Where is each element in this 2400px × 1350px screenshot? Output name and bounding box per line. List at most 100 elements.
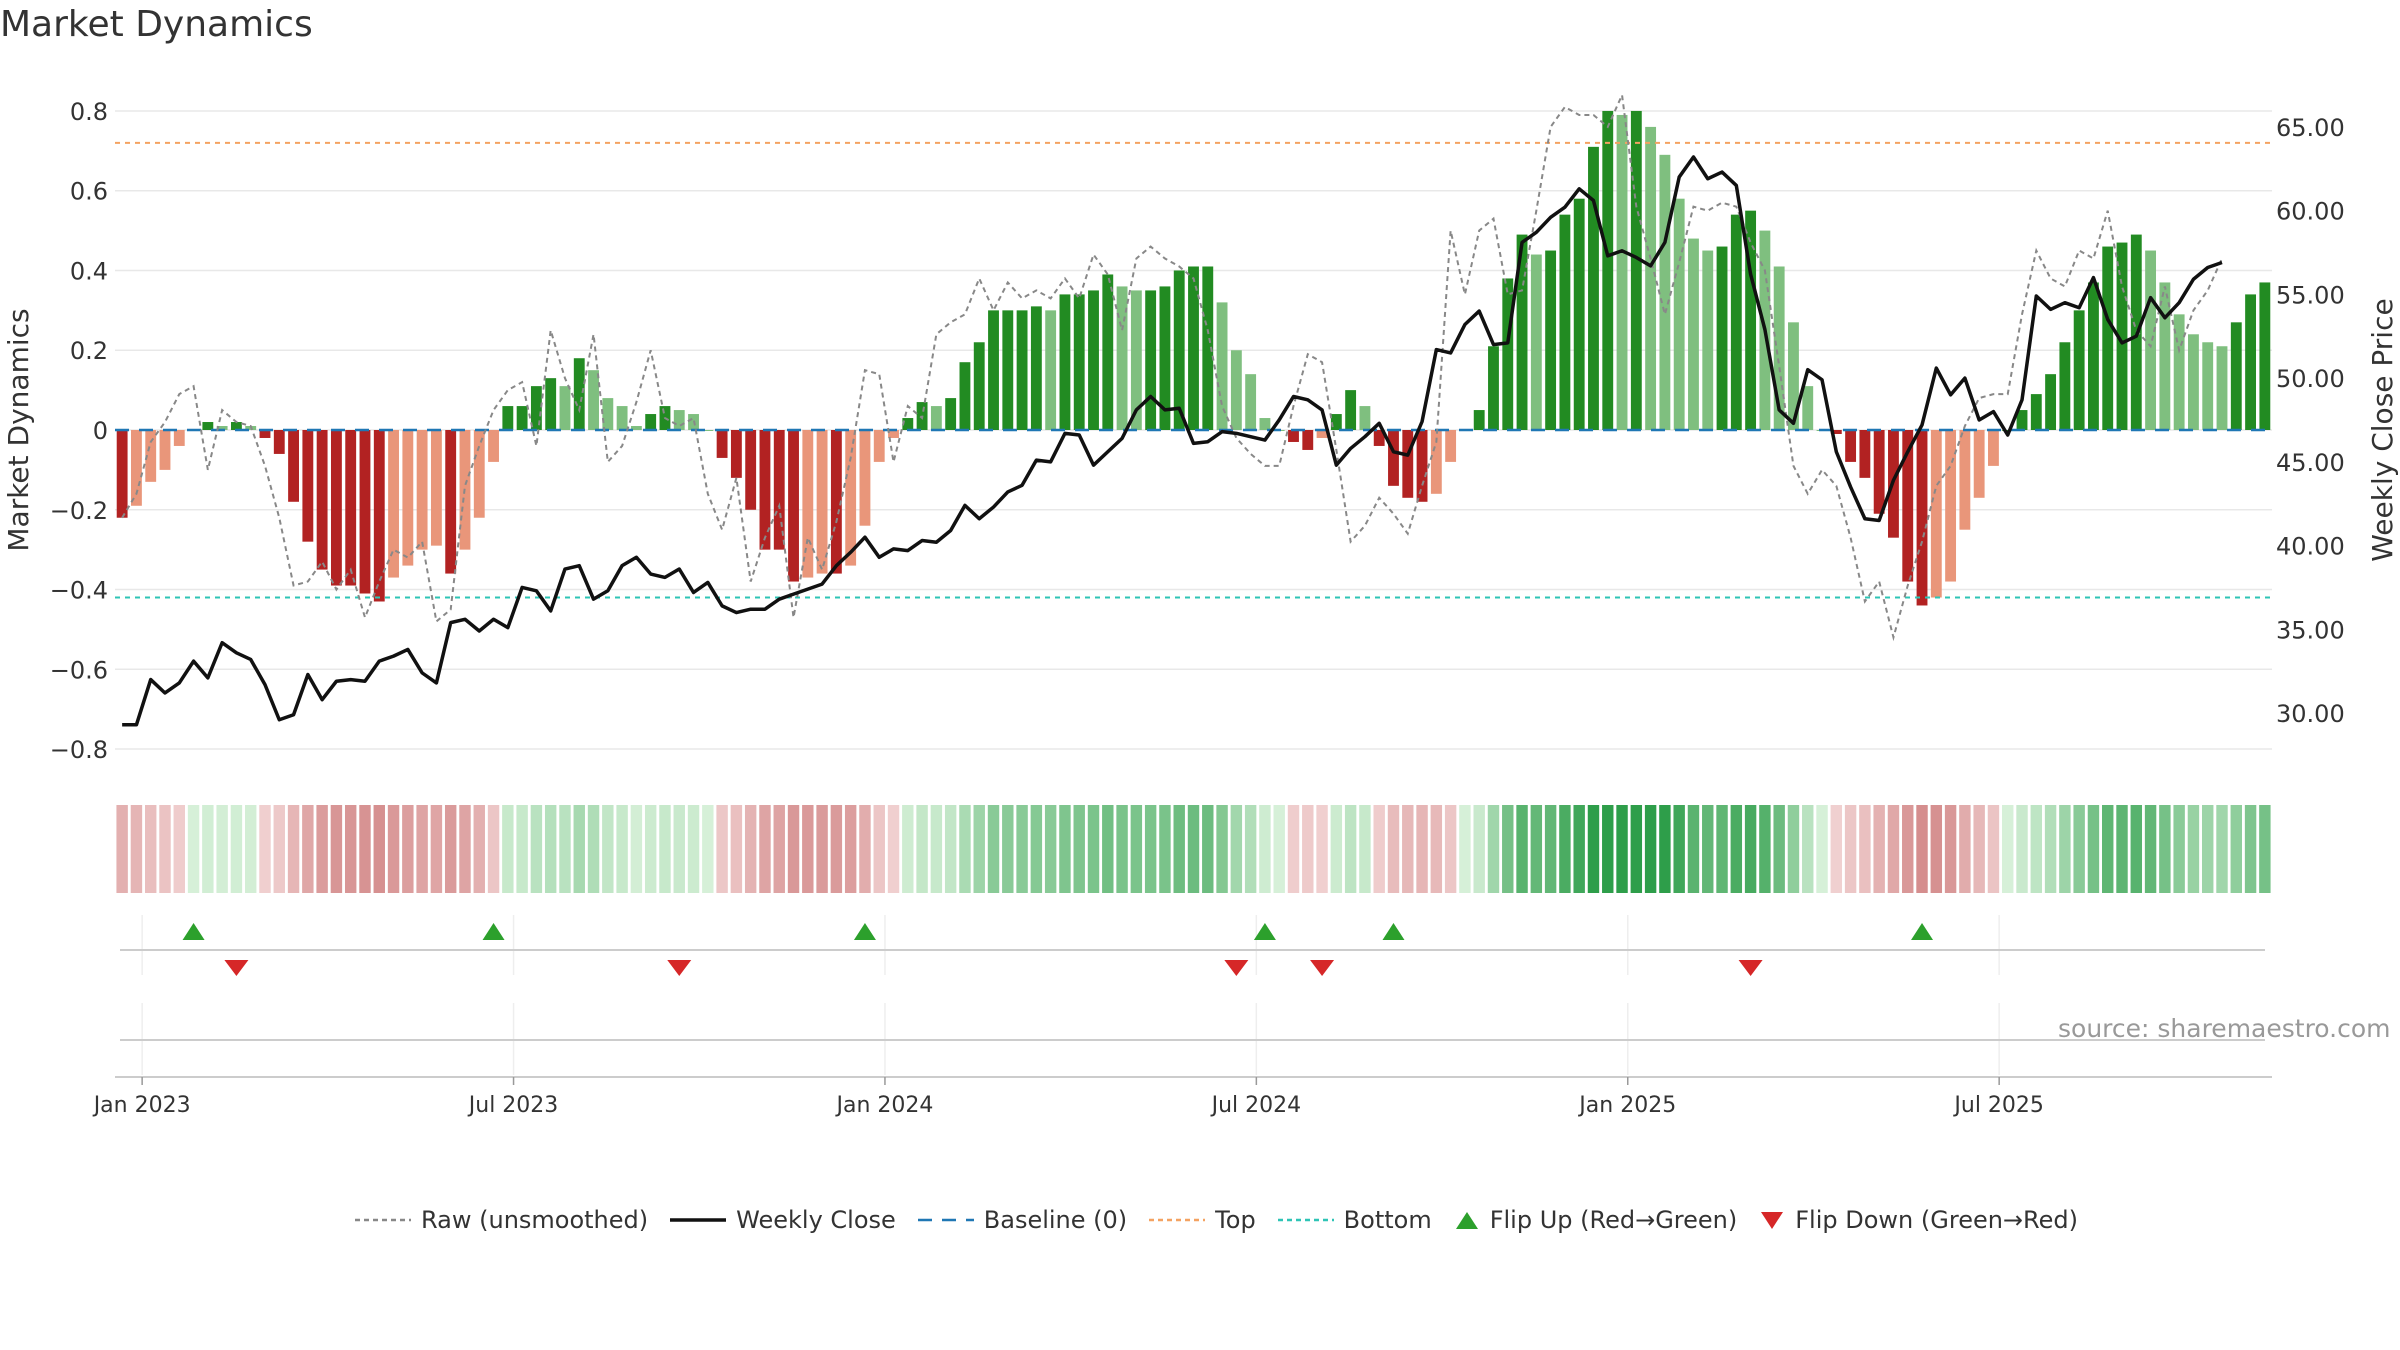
dynamics-bar (1530, 254, 1542, 430)
y2-tick-label: 60.00 (2276, 198, 2345, 226)
flip-down-marker (1738, 960, 1763, 976)
colorbar-cell (530, 805, 543, 893)
dynamics-bar (2216, 346, 2228, 430)
dynamics-bar (1902, 430, 1914, 582)
colorbar-cell (1130, 805, 1143, 893)
dynamics-bar (530, 386, 542, 430)
dynamics-bar (316, 430, 328, 570)
colorbar-cell (1844, 805, 1857, 893)
colorbar-cell (730, 805, 743, 893)
colorbar-cell (1930, 805, 1943, 893)
dynamics-bar (759, 430, 771, 550)
colorbar-cell (944, 805, 957, 893)
y-tick-label: 0.2 (70, 337, 108, 365)
dynamics-bar (830, 430, 842, 574)
colorbar-cell (1873, 805, 1885, 893)
colorbar-cell (1573, 805, 1585, 893)
colorbar-cell (816, 805, 828, 893)
colorbar-cell (1773, 805, 1785, 893)
dynamics-bar (1559, 214, 1571, 430)
dynamics-bar (473, 430, 485, 518)
dynamics-bar (288, 430, 299, 502)
legend-item-baseline: Baseline (0) (917, 1206, 1127, 1234)
dynamics-bar (1659, 154, 1671, 431)
legend-label-raw: Raw (unsmoothed) (421, 1206, 649, 1234)
colorbar-cell (444, 805, 457, 893)
colorbar-cell (459, 805, 471, 893)
colorbar-cell (330, 805, 343, 893)
legend-symbol-flip_down (1761, 1212, 1784, 1229)
colorbar-cell (1816, 805, 1828, 893)
dynamics-bar (1845, 430, 1857, 462)
dynamics-bar (230, 422, 242, 430)
dynamics-bar (1159, 286, 1171, 430)
legend-label-top: Top (1215, 1206, 1256, 1234)
dynamics-bar (173, 430, 185, 446)
dynamics-bar (116, 430, 128, 518)
dynamics-bar (516, 406, 528, 430)
y-tick-label: −0.6 (50, 656, 108, 684)
colorbar-cell (673, 805, 685, 893)
dynamics-bar (645, 414, 657, 430)
colorbar-cell (702, 805, 714, 893)
colorbar-cell (1087, 805, 1100, 893)
colorbar-cell (1344, 805, 1357, 893)
dynamics-bar (1002, 310, 1014, 430)
colorbar-cell (1030, 805, 1043, 893)
flip-up-marker (853, 923, 876, 940)
dynamics-bar (773, 430, 785, 550)
colorbar-cell (202, 805, 214, 893)
colorbar-cell (630, 805, 643, 893)
dynamics-bar (545, 378, 557, 430)
dynamics-bar (1359, 406, 1371, 430)
colorbar-cell (2002, 805, 2014, 893)
dynamics-bar (1130, 290, 1142, 430)
dynamics-bar (1716, 246, 1728, 430)
legend-item-flip_down: Flip Down (Green→Red) (1759, 1206, 2078, 1234)
dynamics-bar (859, 430, 871, 526)
dynamics-bar (1445, 430, 1457, 462)
dynamics-bar (130, 430, 142, 506)
colorbar-cell (1859, 805, 1871, 893)
colorbar-cell (587, 805, 600, 893)
colorbar-cell (1102, 805, 1114, 893)
dynamics-bar (145, 430, 157, 482)
colorbar-cell (2244, 805, 2257, 893)
dynamics-bar (1388, 430, 1399, 486)
colorbar-cell (1759, 805, 1771, 893)
dynamics-bar (673, 410, 685, 430)
colorbar-cell (302, 805, 314, 893)
dynamics-bar (559, 386, 571, 430)
dynamics-bar (1416, 430, 1428, 502)
dynamics-bar (2159, 282, 2171, 430)
colorbar-cell (130, 805, 143, 893)
colorbar-cell (1787, 805, 1800, 893)
colorbar-cell (844, 805, 857, 893)
legend-item-close: Weekly Close (670, 1206, 896, 1234)
dynamics-bar (488, 430, 499, 462)
colorbar-cell (1687, 805, 1700, 893)
dynamics-bar (1702, 250, 1714, 430)
legend-item-bottom: Bottom (1277, 1206, 1432, 1234)
colorbar-cell (430, 805, 443, 893)
colorbar-cell (2116, 805, 2128, 893)
y-tick-label: 0.6 (70, 178, 108, 206)
colorbar-cell (1602, 805, 1614, 893)
colorbar-cell (359, 805, 371, 893)
dynamics-bar (1502, 278, 1514, 430)
colorbar-cell (244, 805, 257, 893)
dynamics-bar (1588, 146, 1599, 430)
colorbar-cell (1744, 805, 1757, 893)
colorbar-cell (402, 805, 414, 893)
colorbar-cell (1644, 805, 1657, 893)
colorbar-cell (1830, 805, 1843, 893)
x-tick-label: Jul 2024 (1210, 1093, 1302, 1118)
colorbar-cell (659, 805, 671, 893)
colorbar-cell (216, 805, 228, 893)
dynamics-bar (873, 430, 885, 462)
colorbar-cell (273, 805, 285, 893)
dynamics-bar (273, 430, 285, 454)
colorbar-cell (2030, 805, 2043, 893)
y2-tick-label: 50.00 (2276, 365, 2345, 393)
flip-down-marker (667, 960, 692, 976)
